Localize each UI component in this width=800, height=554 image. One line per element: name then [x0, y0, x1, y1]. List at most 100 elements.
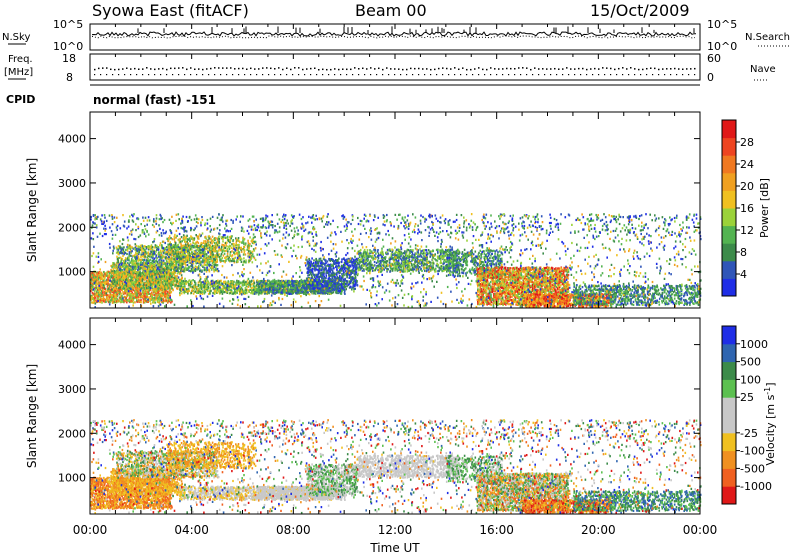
power-cell — [166, 282, 168, 284]
freq-point — [486, 69, 488, 71]
power-cell — [118, 257, 120, 259]
power-cell — [292, 291, 294, 293]
power-cell — [195, 270, 197, 272]
power-cell — [237, 239, 239, 241]
freq-point — [354, 67, 356, 69]
power-cell — [134, 254, 136, 256]
power-cell — [208, 269, 210, 271]
freq-point — [154, 69, 156, 71]
power-cell — [222, 236, 224, 238]
freq-label: Freq. — [8, 54, 33, 65]
power-cell — [194, 281, 196, 283]
freq-point — [526, 67, 528, 69]
freq-point — [614, 69, 616, 71]
power-cell — [171, 276, 173, 278]
nave-point — [112, 74, 113, 75]
freq-point — [630, 67, 632, 69]
power-cell — [116, 247, 118, 249]
power-cell — [189, 290, 191, 292]
power-cell — [178, 264, 180, 266]
power-cell — [112, 275, 114, 277]
power-cell — [127, 262, 129, 264]
freq-point — [658, 69, 660, 71]
freq-point — [602, 67, 604, 69]
freq-point — [294, 67, 296, 69]
power-cell — [150, 259, 152, 261]
freq-point — [418, 68, 420, 70]
power-cell — [181, 292, 183, 294]
power-cell — [143, 252, 145, 254]
nave-point — [610, 74, 611, 75]
power-cell — [175, 242, 177, 244]
power-cell — [137, 282, 139, 284]
power-cell — [195, 265, 197, 267]
power-cell — [222, 291, 224, 293]
power-cell — [303, 280, 305, 282]
power-cell — [198, 284, 200, 286]
power-cell — [203, 240, 205, 242]
freq-point — [122, 68, 124, 70]
power-cell — [207, 286, 209, 288]
nave-point — [316, 74, 317, 75]
nave-point — [628, 74, 629, 75]
nave-point — [274, 74, 275, 75]
nave-point — [298, 74, 299, 75]
power-cell — [105, 301, 107, 303]
nave-point — [478, 74, 479, 75]
power-cell — [116, 293, 118, 295]
power-cell — [191, 251, 193, 253]
power-cell — [140, 293, 142, 295]
power-cell — [133, 302, 135, 304]
freq-point — [662, 68, 664, 70]
power-cell — [139, 251, 141, 253]
freq-point — [178, 67, 180, 69]
freq-point — [358, 68, 360, 70]
nave-point — [154, 74, 155, 75]
nave-point — [604, 74, 605, 75]
power-cell — [229, 292, 231, 294]
power-cell — [333, 291, 335, 293]
nave-point — [418, 74, 419, 75]
power-cell — [231, 235, 233, 237]
power-cell — [140, 299, 142, 301]
freq-point — [678, 68, 680, 70]
freq-top-tick: 18 — [62, 52, 76, 65]
nave-point — [94, 74, 95, 75]
freq-point — [578, 68, 580, 70]
nave-point — [346, 74, 347, 75]
power-cell — [242, 237, 244, 239]
power-cell — [227, 248, 229, 250]
nave-point — [226, 74, 227, 75]
freq-point — [298, 67, 300, 69]
freq-point — [470, 69, 472, 71]
power-cell — [244, 238, 246, 240]
power-cell — [130, 265, 132, 267]
power-cell — [182, 266, 184, 268]
power-cell — [251, 245, 253, 247]
power-cell — [133, 283, 135, 285]
freq-point — [266, 67, 268, 69]
nave-point — [592, 74, 593, 75]
power-cell — [144, 245, 146, 247]
freq-point — [110, 69, 112, 71]
nave-point — [268, 74, 269, 75]
power-cell — [198, 238, 200, 240]
freq-point — [326, 69, 328, 71]
power-cell — [156, 264, 158, 266]
nave-point — [484, 74, 485, 75]
power-cell — [169, 295, 171, 297]
power-cell — [269, 282, 271, 284]
power-cell — [244, 246, 246, 248]
power-cell — [227, 250, 229, 252]
freq-point — [422, 68, 424, 70]
power-cell — [202, 246, 204, 248]
freq-point — [538, 68, 540, 70]
power-cell — [165, 293, 167, 295]
nave-point — [646, 74, 647, 75]
power-cell — [296, 280, 298, 282]
power-cell — [251, 287, 253, 289]
freq-point — [242, 68, 244, 70]
power-cell — [249, 236, 251, 238]
power-cell — [114, 287, 116, 289]
power-cell — [199, 252, 201, 254]
